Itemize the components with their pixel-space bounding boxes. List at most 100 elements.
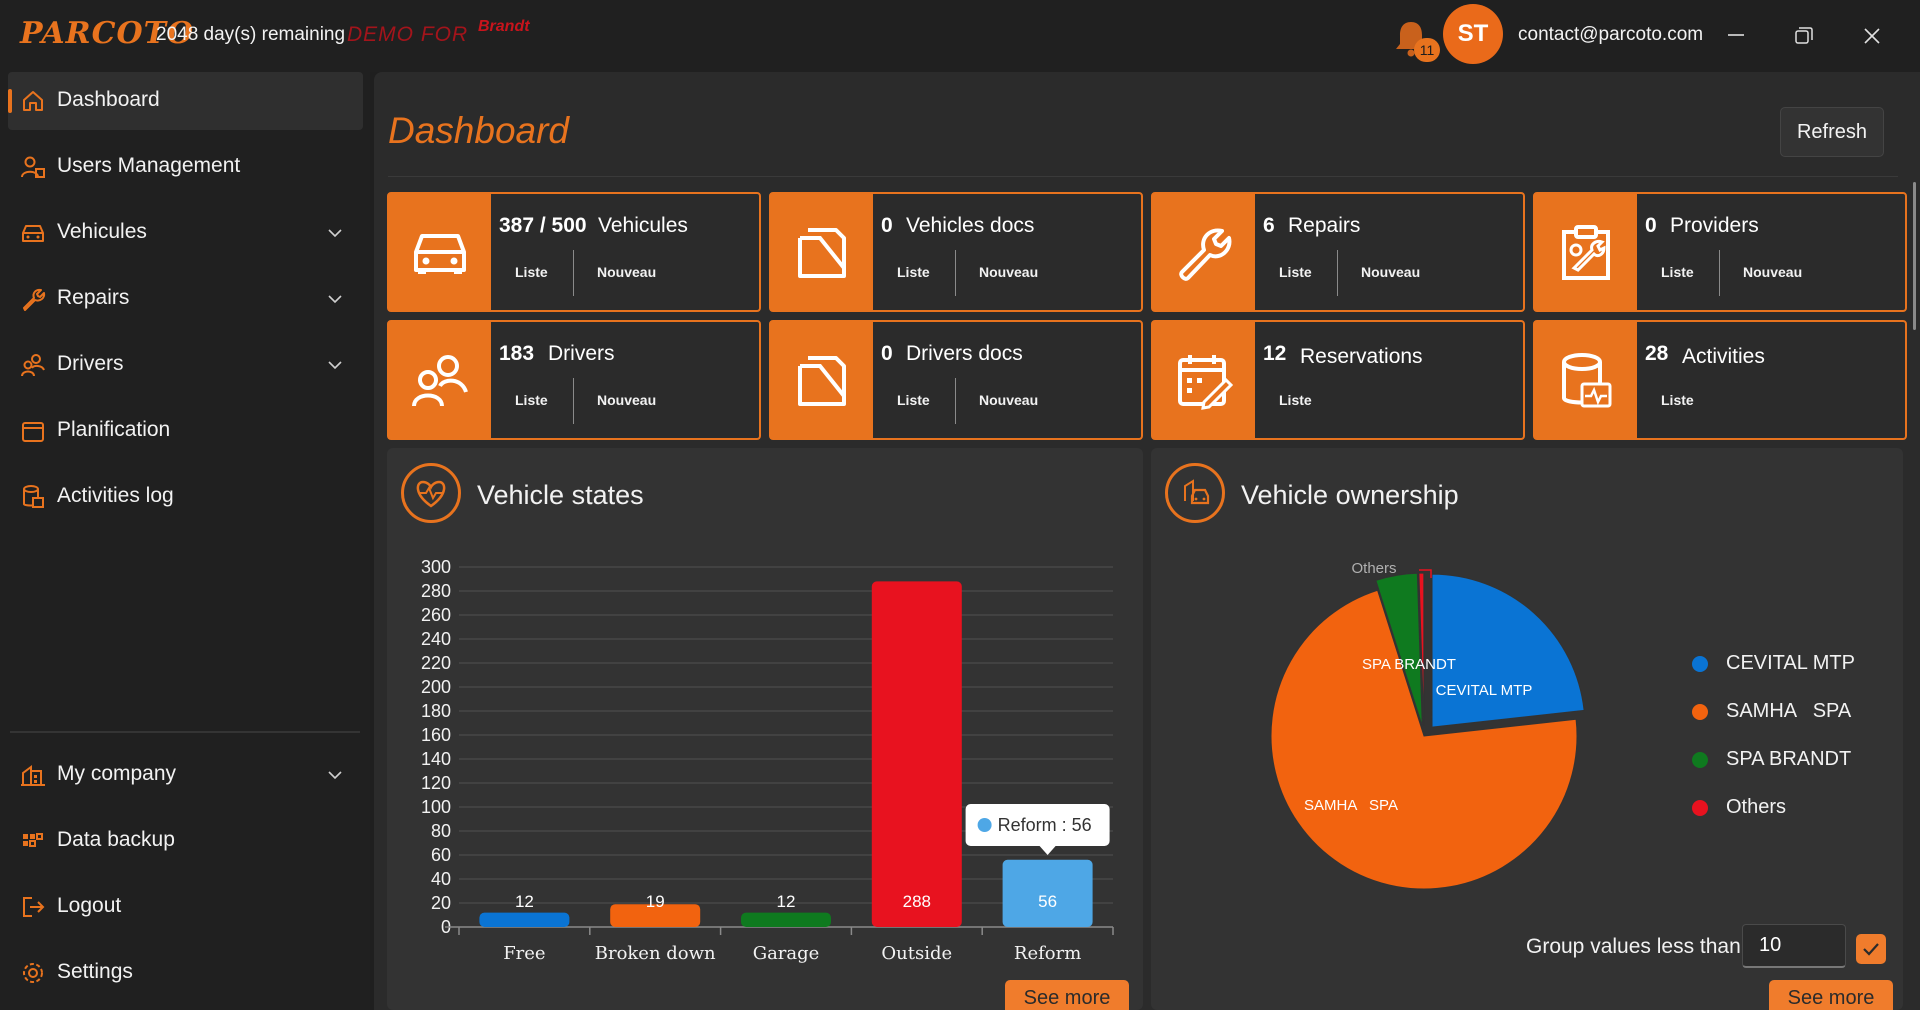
sidebar-item-label: Settings	[57, 960, 133, 983]
group-threshold-input[interactable]	[1742, 924, 1846, 968]
card-activities: 28 Activities Liste	[1533, 320, 1907, 440]
chevron-down-icon[interactable]	[326, 224, 344, 242]
vehicle-ownership-title: Vehicle ownership	[1241, 480, 1459, 510]
sidebar-item-dashboard[interactable]: Dashboard	[8, 72, 363, 130]
nouveau-link[interactable]: Nouveau	[597, 392, 657, 408]
tooltip-text: Reform : 56	[998, 815, 1092, 835]
refresh-button[interactable]: Refresh	[1780, 107, 1884, 157]
card-icon-box	[1153, 322, 1255, 438]
card-icon-box	[1535, 322, 1637, 438]
card-drivers: 183 Drivers Liste Nouveau	[387, 320, 761, 440]
pie-slice-others	[1418, 572, 1425, 727]
client-brand-logo: Brandt	[478, 18, 530, 35]
sidebar-item-logout[interactable]: Logout	[8, 878, 363, 936]
close-icon[interactable]	[1852, 16, 1892, 56]
scrollbar[interactable]	[1913, 182, 1916, 330]
home-icon	[23, 91, 43, 111]
y-tick-label: 40	[431, 869, 451, 889]
chevron-down-icon[interactable]	[326, 356, 344, 374]
card-label: Drivers	[548, 342, 615, 365]
user-email: contact@parcoto.com	[1518, 24, 1704, 45]
sidebar-item-data-backup[interactable]: Data backup	[8, 812, 363, 870]
bar-broken-down	[610, 904, 701, 927]
legend-marker	[1692, 752, 1708, 768]
liste-link[interactable]: Liste	[1279, 264, 1312, 280]
y-tick-label: 140	[421, 749, 451, 769]
sidebar-item-vehicules[interactable]: Vehicules	[8, 204, 363, 262]
card-divider	[573, 378, 574, 424]
card-count: 183	[499, 342, 535, 365]
card-divider	[573, 250, 574, 296]
liste-link[interactable]: Liste	[1661, 392, 1694, 408]
car-icon	[414, 234, 466, 274]
logout-icon	[23, 897, 45, 917]
nouveau-link[interactable]: Nouveau	[1743, 264, 1803, 280]
sidebar-item-planification[interactable]: Planification	[8, 402, 363, 460]
x-category-label: Free	[503, 943, 545, 964]
database-activity-icon	[1562, 353, 1612, 408]
vehicle-ownership-see-more-button[interactable]: See more	[1769, 980, 1893, 1010]
card-icon-box	[771, 322, 873, 438]
card-repairs: 6 Repairs Liste Nouveau	[1151, 192, 1525, 312]
liste-link[interactable]: Liste	[515, 264, 548, 280]
nouveau-link[interactable]: Nouveau	[979, 264, 1039, 280]
nouveau-link[interactable]: Nouveau	[597, 264, 657, 280]
liste-link[interactable]: Liste	[1279, 392, 1312, 408]
card-count: 0	[881, 342, 893, 365]
liste-link[interactable]: Liste	[515, 392, 548, 408]
calendar-icon	[22, 422, 44, 442]
sidebar-item-settings[interactable]: Settings	[8, 944, 363, 1002]
notification-count-badge: 11	[1414, 38, 1440, 62]
legend-marker	[1692, 800, 1708, 816]
y-tick-label: 220	[421, 653, 451, 673]
y-tick-label: 100	[421, 797, 451, 817]
pie-slice-samha-spa	[1270, 589, 1578, 890]
sidebar-item-drivers[interactable]: Drivers	[8, 336, 363, 394]
sidebar-divider	[10, 731, 360, 733]
card-label: Drivers docs	[906, 342, 1023, 365]
sidebar-item-my-company[interactable]: My company	[8, 746, 363, 804]
liste-link[interactable]: Liste	[897, 264, 930, 280]
card-drivers-docs: 0 Drivers docs Liste Nouveau	[769, 320, 1143, 440]
sidebar-item-users-management[interactable]: Users Management	[8, 138, 363, 196]
drivers-icon	[21, 354, 45, 377]
apply-group-button[interactable]	[1856, 934, 1886, 964]
tooltip-pointer	[1039, 846, 1056, 855]
legend-label: SPA BRANDT	[1726, 748, 1852, 770]
heart-pulse-icon	[401, 463, 461, 523]
document-icon	[798, 356, 846, 406]
clipboard-tools-icon	[1562, 225, 1610, 280]
maximize-icon[interactable]	[1784, 16, 1824, 56]
card-reservations: 12 Reservations Liste	[1151, 320, 1525, 440]
calendar-edit-icon	[1178, 355, 1234, 410]
sidebar-item-activities-log[interactable]: Activities log	[8, 468, 363, 526]
sidebar-item-repairs[interactable]: Repairs	[8, 270, 363, 328]
y-tick-label: 160	[421, 725, 451, 745]
sidebar-item-label: Activities log	[57, 484, 174, 507]
sidebar-item-label: Data backup	[57, 828, 175, 851]
backup-icon	[23, 833, 43, 847]
minimize-icon[interactable]	[1716, 16, 1756, 56]
bar-reform	[1002, 859, 1093, 927]
nouveau-link[interactable]: Nouveau	[1361, 264, 1421, 280]
nouveau-link[interactable]: Nouveau	[979, 392, 1039, 408]
card-divider	[1337, 250, 1338, 296]
avatar[interactable]: ST	[1443, 4, 1503, 64]
tooltip-marker	[977, 818, 992, 832]
pie-slice-cevital-mtp	[1431, 573, 1585, 728]
chevron-down-icon[interactable]	[326, 290, 344, 308]
liste-link[interactable]: Liste	[1661, 264, 1694, 280]
sidebar-item-label: My company	[57, 762, 177, 785]
x-category-label: Garage	[753, 943, 820, 964]
company-icon	[21, 765, 45, 786]
card-count: 12	[1263, 342, 1287, 365]
pie-label-others: Others	[1351, 560, 1396, 577]
legend-marker	[1692, 704, 1708, 720]
sidebar-item-label: Repairs	[57, 286, 130, 309]
chevron-down-icon[interactable]	[326, 766, 344, 784]
settings-icon	[23, 963, 43, 983]
liste-link[interactable]: Liste	[897, 392, 930, 408]
vehicle-states-chart: 0204060801001201401601802002202402602803…	[421, 557, 1114, 964]
vehicle-states-see-more-button[interactable]: See more	[1005, 980, 1129, 1010]
users-icon	[21, 156, 45, 178]
